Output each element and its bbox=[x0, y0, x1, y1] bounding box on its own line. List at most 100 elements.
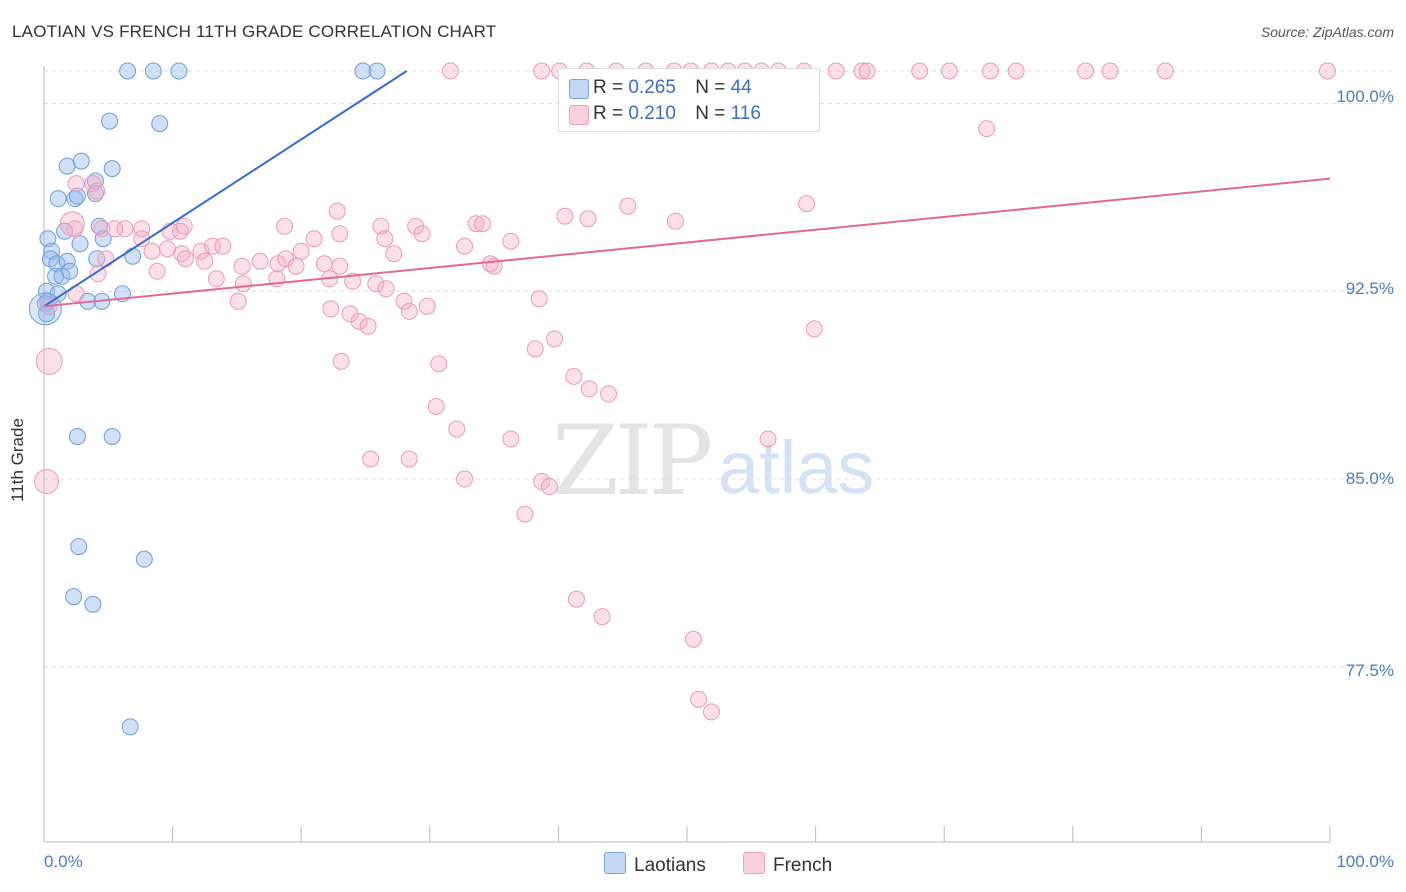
point-french-44 bbox=[666, 212, 684, 230]
point-laotians-17 bbox=[39, 230, 57, 248]
point-laotians-3 bbox=[354, 62, 372, 80]
point-laotians-13 bbox=[68, 187, 86, 205]
point-french-99 bbox=[565, 367, 583, 385]
legend-swatch-laotians bbox=[569, 79, 589, 99]
point-french-106 bbox=[362, 450, 380, 468]
point-french-24 bbox=[1318, 62, 1336, 80]
y-tick-label-92-5: 92.5% bbox=[1345, 279, 1394, 298]
point-french-58 bbox=[214, 237, 232, 255]
point-french-34 bbox=[106, 220, 124, 238]
point-laotians-19 bbox=[71, 235, 89, 253]
point-french-113 bbox=[593, 608, 611, 626]
x-tick-label-100: 100.0% bbox=[1336, 852, 1394, 871]
point-laotians-38 bbox=[103, 427, 121, 445]
stats-legend: R = 0.265 N = 44 R = 0.210 N = 116 bbox=[558, 68, 820, 132]
point-french-19 bbox=[981, 62, 999, 80]
legend-r-label: R = bbox=[593, 77, 624, 98]
point-laotians-6 bbox=[151, 115, 169, 133]
point-french-97 bbox=[332, 352, 350, 370]
point-french-38 bbox=[372, 217, 390, 235]
point-french-110 bbox=[540, 478, 558, 496]
point-laotians-39 bbox=[70, 538, 88, 556]
point-french-41 bbox=[474, 215, 492, 233]
point-laotians-0 bbox=[119, 62, 137, 80]
point-french-108 bbox=[456, 470, 474, 488]
point-french-92 bbox=[350, 312, 368, 330]
point-laotians-2 bbox=[170, 62, 188, 80]
point-french-59 bbox=[292, 242, 310, 260]
trend-line-laotians bbox=[43, 70, 408, 308]
point-french-104 bbox=[502, 430, 520, 448]
point-french-28 bbox=[88, 182, 106, 200]
point-french-22 bbox=[1101, 62, 1119, 80]
y-axis-label: 11th Grade bbox=[8, 418, 27, 502]
point-french-40 bbox=[467, 215, 485, 233]
bottom-swatch-french bbox=[743, 852, 765, 874]
point-french-large bbox=[35, 347, 63, 375]
point-french-91 bbox=[400, 302, 418, 320]
point-french-77 bbox=[207, 270, 225, 288]
point-french-103 bbox=[448, 420, 466, 438]
point-french-25 bbox=[978, 120, 996, 138]
point-french-29 bbox=[798, 195, 816, 213]
point-french-96 bbox=[526, 340, 544, 358]
point-laotians-9 bbox=[103, 160, 121, 178]
point-laotians-7 bbox=[58, 157, 76, 175]
point-french-93 bbox=[359, 317, 377, 335]
point-french-78 bbox=[234, 275, 252, 293]
legend-r-value: 0.210 bbox=[628, 103, 676, 124]
point-french-30 bbox=[556, 207, 574, 225]
point-french-14 bbox=[827, 62, 845, 80]
point-laotians-5 bbox=[101, 112, 119, 130]
point-laotians-8 bbox=[72, 152, 90, 170]
legend-n-label: N = bbox=[695, 103, 726, 124]
point-french-15 bbox=[853, 62, 871, 80]
watermark-atlas: atlas bbox=[718, 426, 875, 509]
point-french-1 bbox=[533, 62, 551, 80]
legend-row-laotians: R = 0.265 N = 44 bbox=[569, 77, 752, 99]
point-laotians-24 bbox=[88, 250, 106, 268]
point-french-88 bbox=[395, 292, 413, 310]
legend-row-french: R = 0.210 N = 116 bbox=[569, 103, 761, 125]
point-french-107 bbox=[400, 450, 418, 468]
point-french-82 bbox=[367, 275, 385, 293]
bottom-swatch-laotians bbox=[604, 852, 626, 874]
point-french-49 bbox=[331, 225, 349, 243]
point-french-90 bbox=[530, 290, 548, 308]
point-french-101 bbox=[600, 385, 618, 403]
bottom-legend-french: French bbox=[743, 852, 832, 877]
point-french-48 bbox=[305, 230, 323, 248]
point-french-23 bbox=[1156, 62, 1174, 80]
point-french-61 bbox=[456, 237, 474, 255]
legend-n-label: N = bbox=[695, 77, 726, 98]
point-french-70 bbox=[287, 257, 305, 275]
point-french-57 bbox=[203, 237, 221, 255]
watermark-zip: ZIP bbox=[552, 405, 713, 517]
legend-swatch-french bbox=[569, 105, 589, 125]
point-laotians-25 bbox=[124, 247, 142, 265]
point-french-64 bbox=[176, 250, 194, 268]
y-tick-label-100: 100.0% bbox=[1336, 87, 1394, 106]
legend-n-value: 44 bbox=[730, 77, 752, 98]
point-french-31 bbox=[328, 202, 346, 220]
bottom-legend-label-laotians: Laotians bbox=[634, 855, 706, 876]
source-label: Source: ZipAtlas.com bbox=[1260, 24, 1394, 40]
point-laotians-4 bbox=[368, 62, 386, 80]
point-french-large-3 bbox=[59, 211, 85, 237]
point-french-72 bbox=[331, 257, 349, 275]
point-french-65 bbox=[196, 252, 214, 270]
point-french-21 bbox=[1077, 62, 1095, 80]
point-french-50 bbox=[376, 230, 394, 248]
point-french-43 bbox=[619, 197, 637, 215]
point-french-114 bbox=[684, 630, 702, 648]
point-french-17 bbox=[911, 62, 929, 80]
point-laotians-12 bbox=[66, 190, 84, 208]
point-french-81 bbox=[344, 272, 362, 290]
bottom-legend-label-french: French bbox=[773, 855, 833, 876]
point-french-20 bbox=[1007, 62, 1025, 80]
point-french-86 bbox=[322, 300, 340, 318]
point-french-71 bbox=[315, 255, 333, 273]
point-french-54 bbox=[158, 240, 176, 258]
legend-r-value: 0.265 bbox=[628, 77, 676, 98]
y-tick-label-77-5: 77.5% bbox=[1345, 661, 1394, 680]
